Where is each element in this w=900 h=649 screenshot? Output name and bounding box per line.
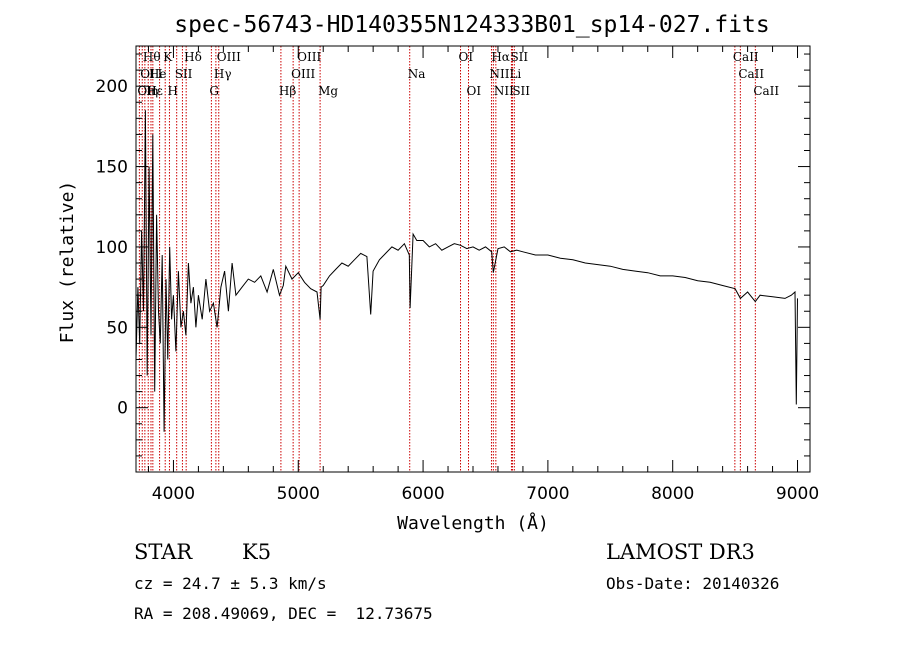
line-label: Hθ: [143, 50, 161, 64]
line-label: Hδ: [184, 50, 202, 64]
x-axis-ticks: 4000 5000 6000 7000 8000 9000: [147, 46, 819, 504]
line-label: SII: [512, 84, 530, 98]
x-tick-label: 5000: [277, 484, 320, 504]
redshift-cz: cz = 24.7 ± 5.3 km/s: [134, 574, 327, 593]
spectral-line-labels: OIIOIHθHεHeηIKHSIIHδGHγOIIIHβOIIIOIIIMgN…: [137, 50, 779, 98]
x-tick-label: 4000: [152, 484, 195, 504]
line-label: Hγ: [214, 67, 232, 81]
x-axis-label: Wavelength (Å): [397, 512, 549, 534]
line-label: G: [209, 84, 219, 98]
line-label: CaII: [753, 84, 779, 98]
spectral-line-markers: [138, 46, 756, 472]
line-label: Mg: [318, 84, 338, 98]
plot-frame: [135, 45, 811, 473]
y-tick-label: 50: [106, 318, 128, 338]
line-label: CaII: [733, 50, 759, 64]
x-tick-label: 6000: [401, 484, 444, 504]
y-axis-ticks: 0 50 100 150 200: [96, 53, 810, 473]
x-tick-label: 7000: [526, 484, 569, 504]
line-label: H: [167, 84, 177, 98]
line-label: η: [151, 84, 158, 98]
y-tick-label: 150: [96, 158, 128, 178]
line-label: SII: [175, 67, 193, 81]
observation-date: Obs-Date: 20140326: [606, 574, 780, 593]
line-label: OI: [140, 67, 155, 81]
object-class: STAR: [134, 540, 193, 564]
y-tick-label: 100: [96, 238, 128, 258]
chart-title: spec-56743-HD140355N124333B01_sp14-027.f…: [174, 12, 769, 38]
line-label: NII: [489, 67, 509, 81]
line-label: OI: [459, 50, 474, 64]
line-label: Li: [509, 67, 521, 81]
line-label: OIII: [291, 67, 315, 81]
line-label: K: [163, 50, 173, 64]
line-label: CaII: [738, 67, 764, 81]
line-label: OI: [467, 84, 482, 98]
x-tick-label: 8000: [651, 484, 694, 504]
survey-name: LAMOST DR3: [606, 540, 755, 564]
y-tick-label: 0: [117, 399, 128, 419]
x-tick-label: 9000: [776, 484, 819, 504]
line-label: Na: [408, 67, 426, 81]
line-label: OIII: [217, 50, 241, 64]
line-label: SII: [510, 50, 528, 64]
object-subclass: K5: [242, 540, 272, 564]
line-label: OII: [137, 84, 157, 98]
line-label: He: [149, 67, 167, 81]
y-axis-label: Flux (relative): [57, 181, 78, 344]
line-label: OIII: [297, 50, 321, 64]
line-label: I: [158, 67, 163, 81]
spectrum-series-line: [135, 110, 798, 432]
coordinates: RA = 208.49069, DEC = 12.73675: [134, 604, 433, 623]
line-label: NII: [494, 84, 514, 98]
line-label: Hβ: [279, 84, 296, 98]
y-tick-label: 200: [96, 77, 128, 97]
line-label: Hε: [146, 84, 163, 98]
line-label: Hα: [491, 50, 510, 64]
